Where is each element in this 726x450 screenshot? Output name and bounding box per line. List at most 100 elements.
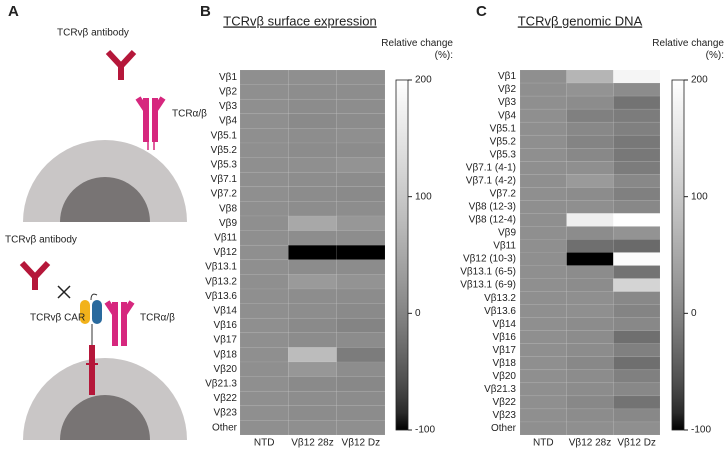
row-label: Vβ5.2 — [490, 136, 517, 147]
heatmap-cell — [566, 134, 614, 149]
heatmap-cell — [566, 291, 614, 305]
heatmap-cell — [613, 69, 661, 84]
heatmap-cell — [239, 171, 289, 188]
heatmap-cell — [519, 356, 567, 371]
heatmap-cell — [288, 405, 337, 421]
colorbar — [395, 79, 409, 431]
heatmap-cell — [239, 347, 289, 363]
heatmap-cell — [566, 213, 614, 227]
row-label: Vβ17 — [213, 335, 237, 346]
row-label: Vβ4 — [498, 110, 516, 121]
row-label: Vβ16 — [213, 320, 237, 331]
heatmap-cell — [613, 421, 661, 436]
row-label: Vβ13.6 — [484, 306, 516, 317]
row-label: Vβ23 — [492, 410, 516, 421]
heatmap-cell — [566, 147, 614, 162]
column-label: NTD — [533, 438, 554, 449]
colorbar — [671, 79, 685, 431]
heatmap-cell — [613, 330, 661, 345]
heatmap-cell — [288, 259, 337, 275]
heatmap-cell — [288, 84, 337, 100]
heatmap-cell — [613, 369, 661, 384]
heatmap-cell — [566, 82, 614, 97]
heatmap-cell — [288, 157, 337, 173]
heatmap-cell — [239, 84, 289, 100]
panel-letter: C — [476, 3, 487, 20]
heatmap-cell — [613, 147, 661, 162]
row-label: Vβ1 — [219, 72, 237, 83]
heatmap-cell — [613, 226, 661, 240]
row-label: Vβ9 — [498, 228, 516, 239]
heatmap-cell — [336, 420, 386, 436]
colorbar-tick-label: -100 — [691, 425, 711, 436]
row-label: Vβ5.1 — [211, 130, 238, 141]
heatmap-cell — [519, 69, 567, 84]
heatmap-cell — [613, 395, 661, 410]
heatmap-cell — [613, 252, 661, 266]
row-label: Vβ21.3 — [484, 384, 516, 395]
heatmap-cell — [613, 200, 661, 214]
heatmap-cell — [566, 343, 614, 358]
heatmap-cell — [519, 200, 567, 214]
heatmap-cell — [566, 174, 614, 188]
heatmap-cell — [288, 128, 337, 144]
heatmap-cell — [288, 274, 337, 290]
heatmap-cell — [613, 134, 661, 149]
heatmap-cell — [566, 330, 614, 345]
heatmap-cell — [613, 108, 661, 123]
row-label: Vβ13.1 (6-5) — [460, 267, 516, 278]
heatmap-cell — [239, 303, 289, 319]
heatmap-cell — [288, 390, 337, 407]
heatmap-cell — [566, 121, 614, 136]
heatmap-cell — [519, 226, 567, 240]
heatmap-cell — [336, 390, 386, 407]
chart-title: TCRvβ genomic DNA — [518, 13, 643, 28]
row-label: Vβ1 — [498, 71, 516, 82]
heatmap-cell — [336, 128, 386, 144]
row-label: Vβ7.1 (4-2) — [466, 175, 516, 186]
heatmap-cell — [566, 356, 614, 371]
heatmap-cell — [336, 215, 386, 231]
heatmap-cell — [239, 215, 289, 231]
heatmap-cell — [336, 288, 386, 304]
heatmap-cell — [336, 361, 386, 377]
heatmap-cell — [288, 215, 337, 231]
heatmap-cell — [519, 304, 567, 318]
heatmap-cell — [566, 187, 614, 201]
colorbar-tick-label: 100 — [415, 191, 432, 202]
heatmap-cell — [519, 395, 567, 410]
row-label: Vβ12 — [213, 247, 237, 258]
heatmap-cell — [566, 161, 614, 175]
row-label: Vβ13.2 — [484, 293, 516, 304]
heatmap-cell — [613, 82, 661, 97]
heatmap-cell — [239, 420, 289, 436]
heatmap-cell — [336, 142, 386, 158]
row-label: Vβ8 (12-4) — [469, 215, 516, 226]
colorbar-label: Relative change (%): — [381, 38, 453, 61]
heatmap-cell — [519, 161, 567, 175]
heatmap-cell — [519, 82, 567, 97]
heatmap-cell — [519, 213, 567, 227]
heatmap-cell — [566, 95, 614, 110]
heatmap-cell — [336, 171, 386, 188]
heatmap-cell — [336, 157, 386, 173]
heatmap-cell — [613, 161, 661, 175]
heatmap-cell — [336, 84, 386, 100]
heatmap-cell — [336, 230, 386, 246]
heatmap-cell — [519, 291, 567, 305]
heatmap-cell — [613, 343, 661, 358]
heatmap-cell — [336, 244, 386, 261]
heatmap-cell — [239, 288, 289, 304]
heatmap-cell — [519, 421, 567, 436]
row-label: Vβ14 — [492, 319, 516, 330]
heatmap-cell — [519, 134, 567, 149]
heatmap-cell — [336, 186, 386, 202]
heatmap-cell — [566, 369, 614, 384]
heatmap-cell — [288, 230, 337, 246]
row-label: Vβ14 — [213, 306, 237, 317]
colorbar-tick-label: 0 — [691, 308, 697, 319]
heatmap-cell — [288, 244, 337, 261]
heatmap-cell — [566, 252, 614, 266]
colorbar-tick-label: 200 — [415, 75, 432, 86]
row-label: Vβ23 — [213, 408, 237, 419]
